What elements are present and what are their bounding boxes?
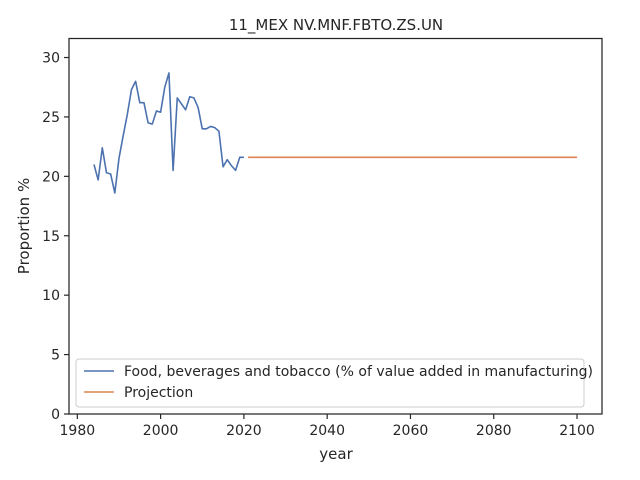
y-tick-label: 25 — [42, 110, 60, 126]
x-axis-label: year — [319, 445, 353, 463]
y-tick-label: 30 — [42, 51, 60, 67]
x-tick-label: 2080 — [476, 423, 512, 439]
x-axis: 1980 2000 2020 2040 2060 2080 2100 — [60, 414, 595, 439]
x-tick-label: 1980 — [60, 423, 96, 439]
y-tick-label: 20 — [42, 169, 60, 185]
x-tick-label: 2020 — [226, 423, 262, 439]
x-tick-label: 2100 — [559, 423, 595, 439]
y-tick-label: 15 — [42, 229, 60, 245]
x-tick-label: 2040 — [309, 423, 345, 439]
x-tick-label: 2060 — [393, 423, 429, 439]
y-tick-label: 10 — [42, 288, 60, 304]
legend-label-projection: Projection — [124, 385, 193, 401]
y-axis: 0 5 10 15 20 25 30 — [42, 51, 69, 423]
series-layer — [93, 72, 578, 194]
y-axis-label: Proportion % — [15, 178, 33, 274]
legend: Food, beverages and tobacco (% of value … — [75, 358, 593, 408]
y-tick-label: 0 — [51, 407, 60, 423]
chart-title: 11_MEX NV.MNF.FBTO.ZS.UN — [229, 16, 443, 35]
legend-label-food-beverages-tobacco: Food, beverages and tobacco (% of value … — [124, 364, 593, 380]
series-line-food-beverages-tobacco — [93, 72, 244, 194]
y-tick-label: 5 — [51, 348, 60, 364]
x-tick-label: 2000 — [143, 423, 179, 439]
legend-frame — [75, 358, 585, 408]
plot-frame — [68, 37, 603, 415]
